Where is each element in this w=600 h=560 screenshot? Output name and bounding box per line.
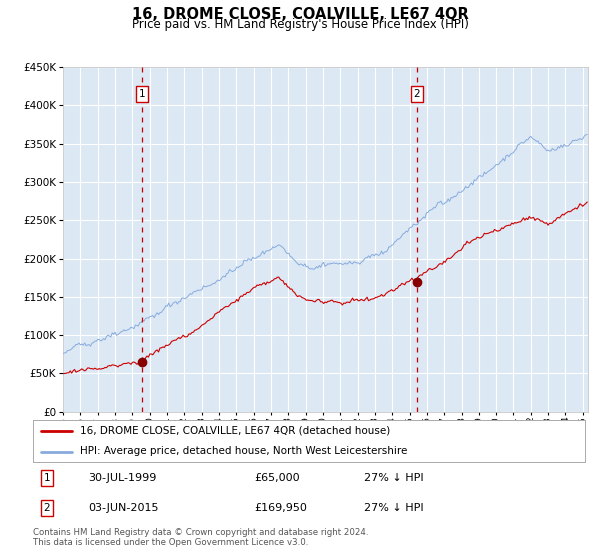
Text: £65,000: £65,000 <box>254 473 299 483</box>
Text: 27% ↓ HPI: 27% ↓ HPI <box>364 503 424 513</box>
Text: 2: 2 <box>413 89 420 99</box>
Text: 16, DROME CLOSE, COALVILLE, LE67 4QR (detached house): 16, DROME CLOSE, COALVILLE, LE67 4QR (de… <box>80 426 390 436</box>
Text: Contains HM Land Registry data © Crown copyright and database right 2024.
This d: Contains HM Land Registry data © Crown c… <box>33 528 368 547</box>
Text: 27% ↓ HPI: 27% ↓ HPI <box>364 473 424 483</box>
Text: 16, DROME CLOSE, COALVILLE, LE67 4QR: 16, DROME CLOSE, COALVILLE, LE67 4QR <box>131 7 469 22</box>
Text: 2: 2 <box>43 503 50 513</box>
Text: 1: 1 <box>43 473 50 483</box>
Text: HPI: Average price, detached house, North West Leicestershire: HPI: Average price, detached house, Nort… <box>80 446 407 456</box>
Text: 30-JUL-1999: 30-JUL-1999 <box>88 473 157 483</box>
Text: Price paid vs. HM Land Registry's House Price Index (HPI): Price paid vs. HM Land Registry's House … <box>131 18 469 31</box>
Text: 03-JUN-2015: 03-JUN-2015 <box>88 503 158 513</box>
Text: 1: 1 <box>139 89 146 99</box>
Text: £169,950: £169,950 <box>254 503 307 513</box>
